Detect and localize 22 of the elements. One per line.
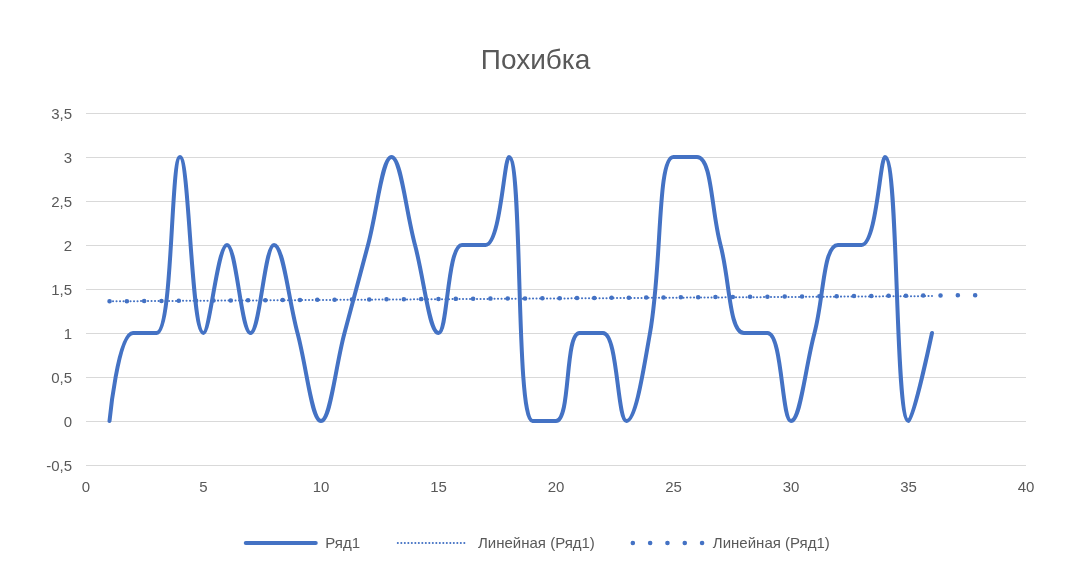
x-tick-label: 10 [312, 478, 330, 495]
x-tick-label: 15 [430, 478, 447, 495]
chart-title: Похибка [480, 43, 591, 75]
legend-label: Линейная (Ряд1) [712, 534, 830, 551]
y-tick-label: 2 [63, 236, 72, 254]
y-tick-label: 1,5 [51, 280, 72, 298]
x-tick-label: 35 [900, 478, 917, 495]
x-tick-label: 20 [547, 478, 565, 495]
y-tick-label: 0 [63, 412, 72, 430]
legend-label: Линейная (Ряд1) [478, 534, 595, 551]
y-tick-label: 3,5 [51, 104, 72, 122]
x-tick-label: 5 [199, 478, 208, 495]
x-tick-label: 40 [1017, 478, 1035, 495]
x-tick-label: 0 [81, 478, 91, 495]
y-tick-label: 2,5 [51, 192, 72, 210]
y-tick-label: 0,5 [51, 368, 72, 386]
y-tick-label: 3 [63, 148, 72, 166]
y-tick-label: 1 [63, 324, 72, 342]
x-tick-label: 25 [665, 478, 682, 495]
y-tick-label: -0,5 [46, 456, 72, 474]
legend-label: Ряд1 [325, 534, 361, 551]
x-tick-label: 30 [782, 478, 800, 495]
